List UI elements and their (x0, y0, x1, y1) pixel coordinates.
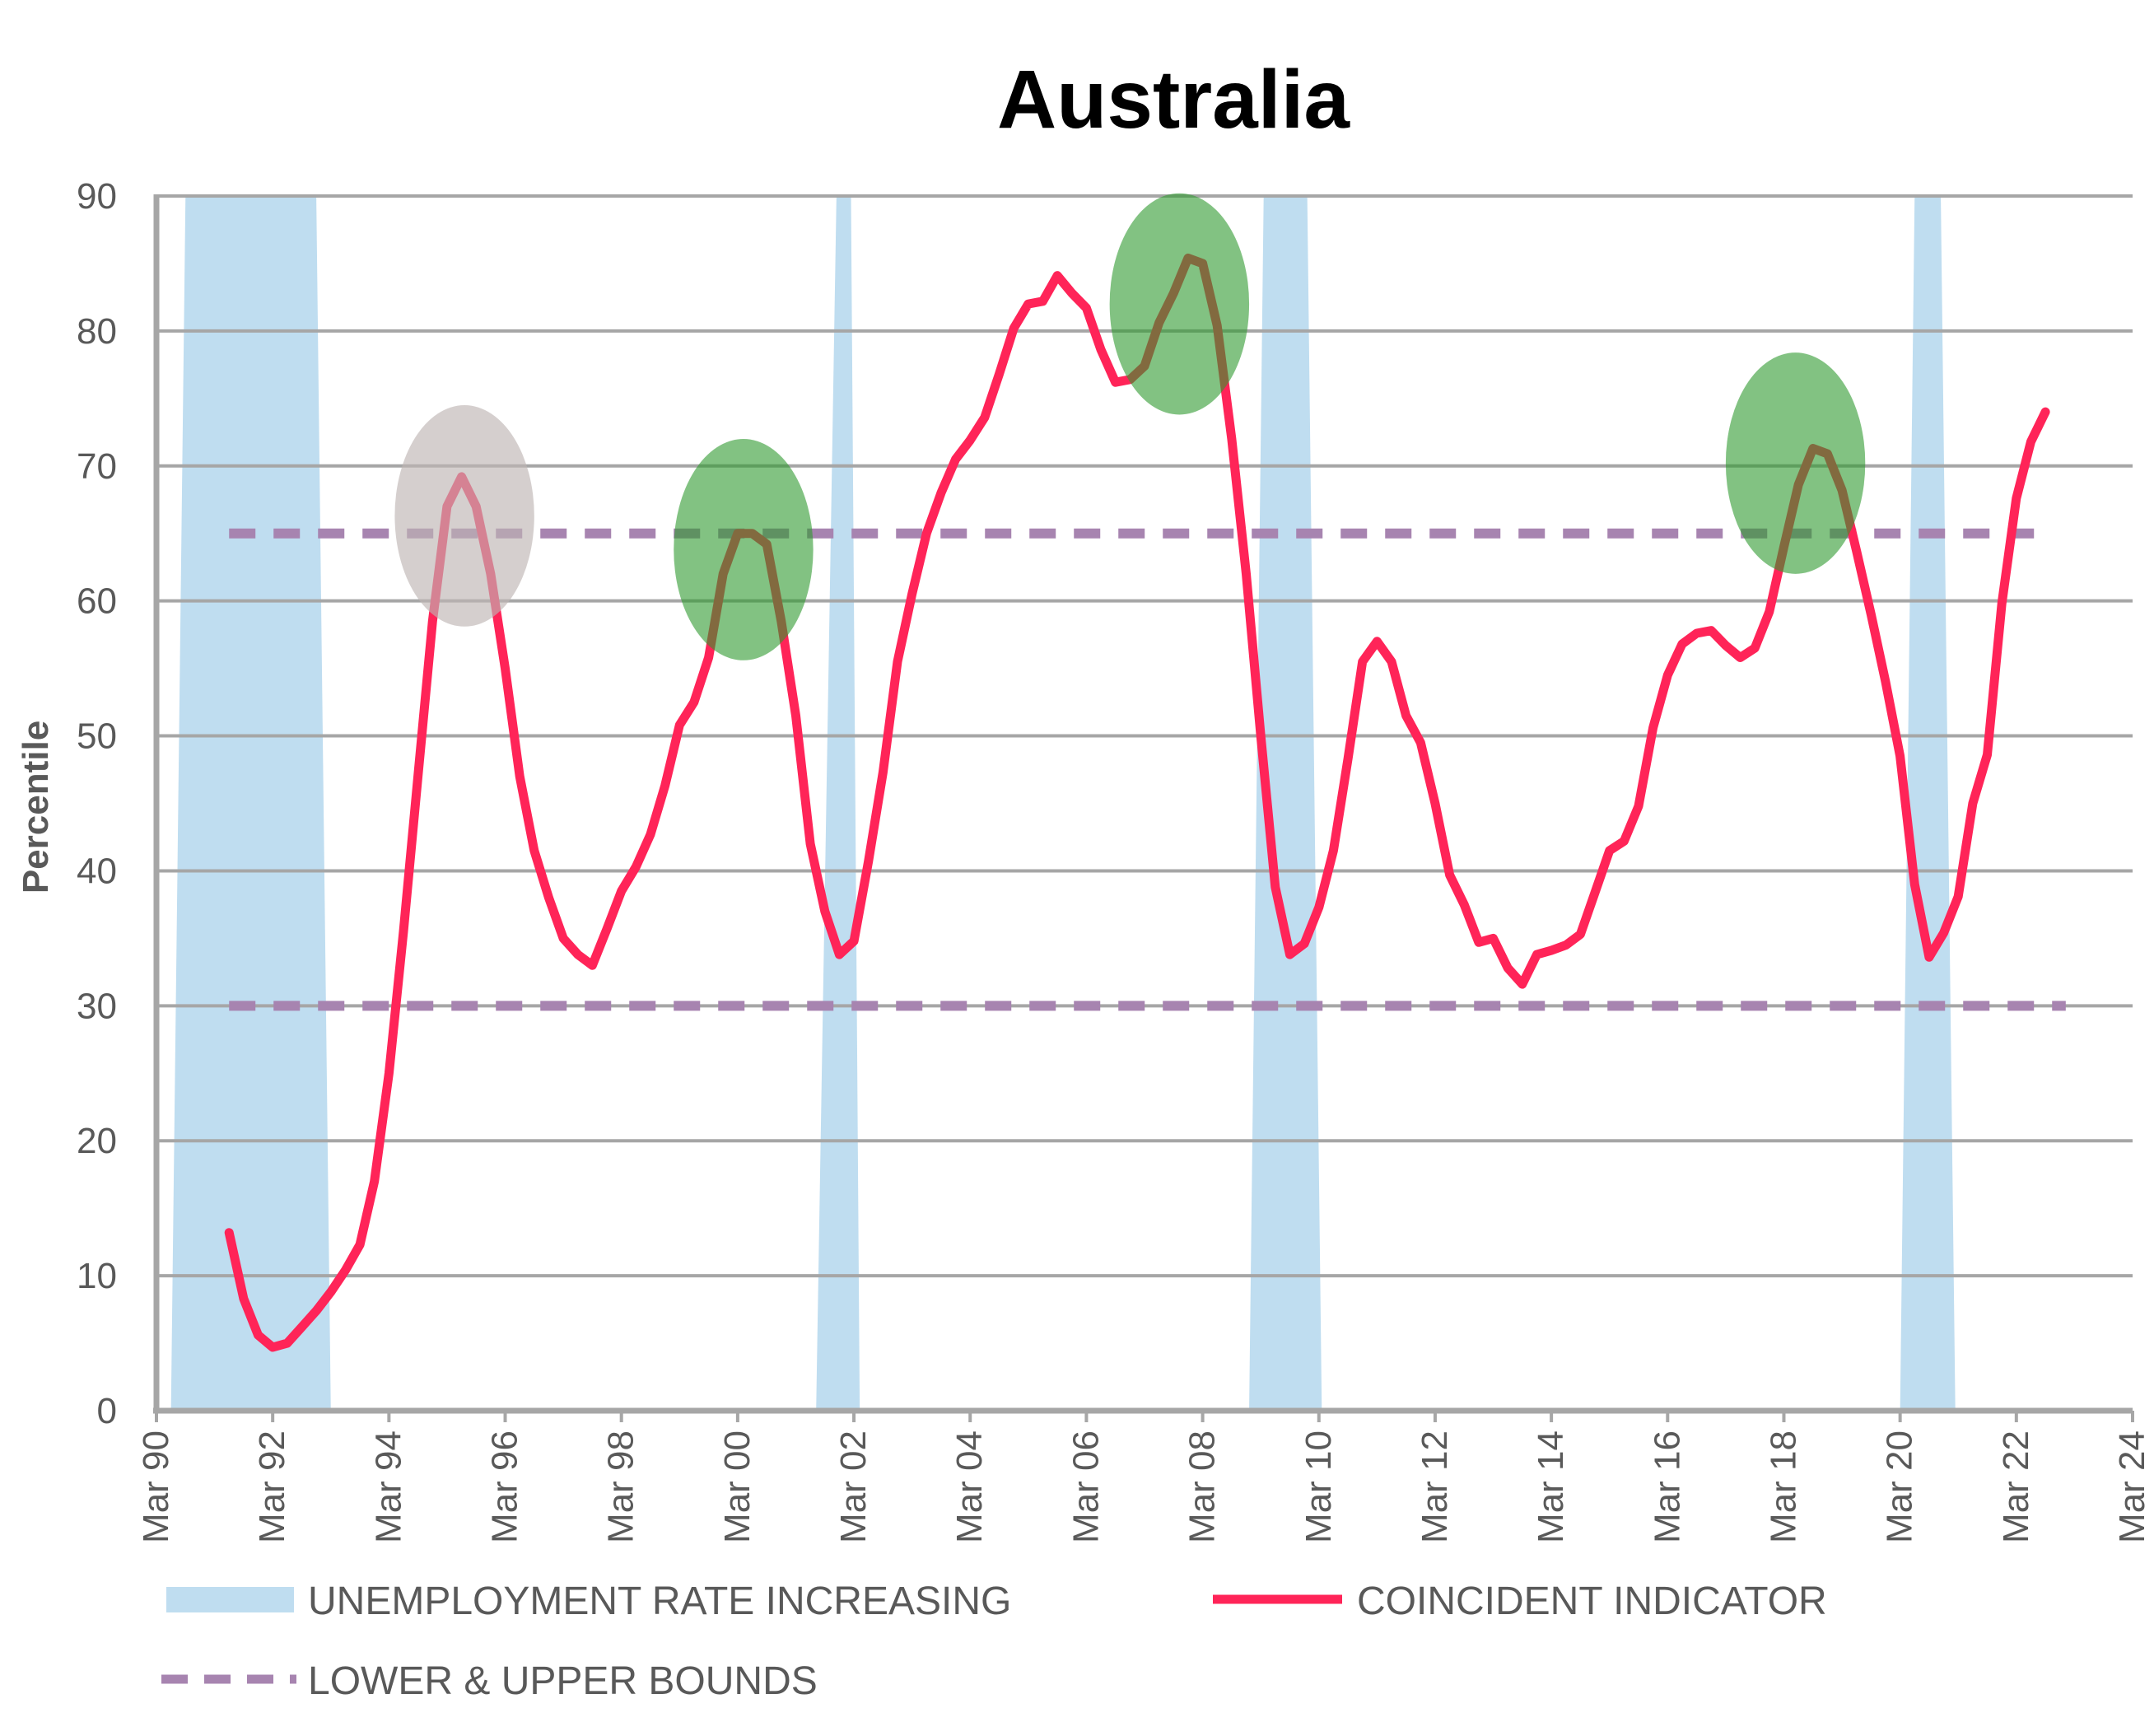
y-tick-label: 20 (77, 1121, 117, 1161)
axes (153, 194, 2134, 1422)
highlight-ellipses (394, 193, 1866, 660)
x-tick-labels: Mar 90 Mar 92 Mar 94 Mar 96 Mar 98 Mar 00 Mar … (136, 1430, 2152, 1543)
shaded-regions (170, 196, 1956, 1411)
highlight-ellipse-0 (394, 405, 534, 627)
shaded-region-2 (1249, 196, 1322, 1411)
y-tick-label: 80 (77, 311, 117, 352)
y-tick-label: 50 (77, 716, 117, 757)
x-tick-label: Mar 22 (1996, 1430, 2036, 1543)
x-tick-label: Mar 98 (601, 1430, 641, 1543)
x-tick-label: Mar 10 (1298, 1430, 1339, 1543)
y-tick-label: 10 (77, 1256, 117, 1296)
y-axis-label: Percentile (16, 721, 56, 894)
x-tick-label: Mar 90 (136, 1430, 176, 1543)
legend: UNEMPLOYMENT RATE INCREASING COINCIDENT … (161, 1580, 1827, 1703)
x-tick-label: Mar 20 (1880, 1430, 1920, 1543)
y-tick-label: 30 (77, 986, 117, 1026)
x-tick-label: Mar 16 (1647, 1430, 1687, 1543)
x-tick-label: Mar 94 (368, 1430, 408, 1543)
legend-label-indicator: COINCIDENT INDICATOR (1357, 1580, 1827, 1623)
x-tick-label: Mar 04 (949, 1430, 990, 1543)
chart-title: Australia (997, 54, 1350, 146)
shaded-region-1 (816, 196, 860, 1411)
shaded-region-3 (1900, 196, 1956, 1411)
legend-label-unemployment: UNEMPLOYMENT RATE INCREASING (308, 1580, 1011, 1623)
highlight-ellipse-2 (1109, 193, 1250, 415)
legend-swatch-unemployment (166, 1587, 294, 1612)
y-tick-labels: 0 10 20 30 40 50 60 70 80 90 (77, 176, 117, 1431)
y-tick-label: 60 (77, 581, 117, 622)
x-tick-label: Mar 18 (1763, 1430, 1803, 1543)
x-tick-label: Mar 02 (833, 1430, 874, 1543)
shaded-region-0 (170, 196, 331, 1411)
x-tick-label: Mar 14 (1531, 1430, 1571, 1543)
x-tick-label: Mar 12 (1415, 1430, 1455, 1543)
y-tick-label: 70 (77, 446, 117, 487)
y-tick-label: 90 (77, 176, 117, 217)
y-tick-label: 0 (97, 1391, 117, 1431)
x-tick-label: Mar 24 (2112, 1430, 2152, 1543)
x-tick-label: Mar 06 (1065, 1430, 1106, 1543)
x-tick-label: Mar 08 (1182, 1430, 1223, 1543)
y-tick-label: 40 (77, 851, 117, 891)
x-tick-label: Mar 96 (485, 1430, 525, 1543)
legend-label-bounds: LOWER & UPPER BOUNDS (308, 1659, 818, 1703)
x-tick-label: Mar 00 (717, 1430, 758, 1543)
highlight-ellipse-3 (1725, 352, 1866, 574)
x-tick-label: Mar 92 (252, 1430, 292, 1543)
highlight-ellipse-1 (674, 439, 814, 660)
